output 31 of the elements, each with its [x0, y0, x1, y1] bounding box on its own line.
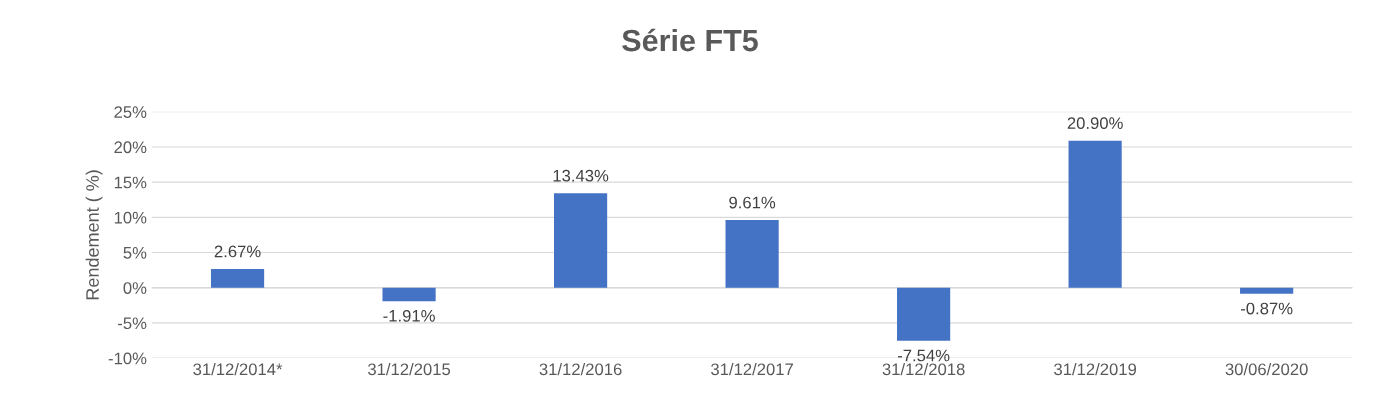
data-label: -7.54%: [897, 349, 950, 362]
y-axis-title: Rendement ( %): [85, 170, 103, 300]
bar: [554, 193, 608, 288]
y-tick-label: 20%: [114, 141, 147, 154]
y-tick-label: 5%: [123, 247, 147, 259]
y-tick-label: 0%: [123, 282, 147, 294]
x-tick-label: 31/12/2018: [882, 362, 965, 376]
data-label: 9.61%: [729, 196, 776, 209]
data-label: 20.90%: [1067, 117, 1123, 130]
y-tick-label: -10%: [108, 352, 147, 365]
bar: [897, 287, 951, 341]
y-tick-label: 25%: [114, 106, 147, 118]
data-label: 13.43%: [553, 169, 609, 182]
data-label: -1.91%: [383, 309, 435, 322]
data-label: 2.67%: [214, 245, 261, 258]
data-label: -0.87%: [1240, 302, 1293, 315]
bar: [725, 220, 779, 288]
y-tick-label: 10%: [114, 211, 147, 224]
x-tick-label: 31/12/2015: [368, 362, 451, 376]
bar: [210, 268, 265, 288]
x-tick-label: 30/06/2020: [1225, 362, 1308, 376]
x-tick-label: 31/12/2019: [1054, 362, 1137, 376]
x-tick-label: 31/12/2017: [711, 362, 793, 376]
bar: [1240, 287, 1294, 294]
x-tick-label: 31/12/2014*: [193, 362, 283, 376]
y-tick-label: -5%: [118, 317, 147, 330]
bar: [382, 287, 436, 302]
bar: [1068, 140, 1122, 288]
chart-title: Série FT5: [622, 28, 758, 52]
y-tick-label: 15%: [114, 176, 147, 189]
x-tick-label: 31/12/2016: [539, 362, 622, 376]
